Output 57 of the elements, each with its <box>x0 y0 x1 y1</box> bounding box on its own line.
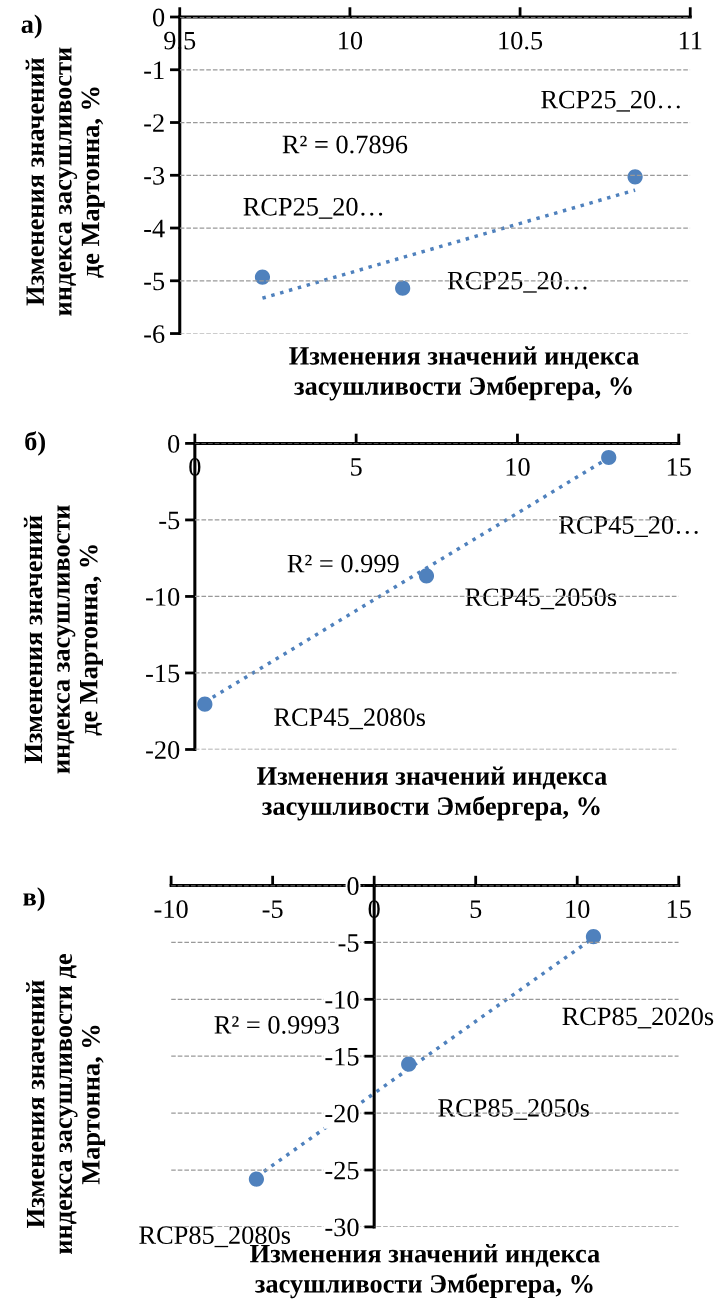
annotation: RCP25_20… <box>447 271 587 293</box>
annotation: R² = 0.999 <box>287 554 399 573</box>
point <box>254 269 271 285</box>
y-tick-label: -4 <box>144 219 165 238</box>
chart-title: в) <box>23 887 45 912</box>
x-tick-label: 5 <box>351 458 362 476</box>
annotation: RCP25_20… <box>541 90 680 112</box>
point <box>248 1171 265 1187</box>
y-tick-label: 0 <box>168 435 180 453</box>
y-tick-label: -20 <box>146 741 180 759</box>
chart-title: а) <box>21 14 42 39</box>
chart-title: б) <box>25 431 45 456</box>
annotation: RCP25_20… <box>243 197 383 219</box>
x-tick-label: 15 <box>667 458 691 476</box>
x-axis-title: Изменения значений индекса засушливости Эмбергера, % <box>289 346 640 401</box>
y-tick-label: -25 <box>325 1161 359 1180</box>
annotation: R² = 0.7896 <box>282 135 408 154</box>
annotation: RCP45_20… <box>559 516 698 538</box>
y-tick-label: -1 <box>144 61 164 79</box>
point <box>401 1056 417 1072</box>
point <box>601 449 617 466</box>
x-tick-label: 5 <box>470 900 482 918</box>
point <box>585 929 602 945</box>
y-tick-label: -2 <box>144 114 164 132</box>
annotation: RCP85_2050s <box>438 1098 590 1120</box>
point <box>627 169 643 185</box>
y-tick-label: -15 <box>325 1047 359 1066</box>
y-axis-title: Изменения значений индекса засушливости де Мартонна, % <box>25 47 105 316</box>
y-tick-label: -30 <box>325 1218 359 1237</box>
y-tick-label: -10 <box>325 990 359 1009</box>
x-tick-label: 10.5 <box>499 31 543 50</box>
x-tick-label: 15 <box>667 900 691 918</box>
annotation: RCP85_2020s <box>562 1007 714 1029</box>
y-tick-label: -5 <box>338 934 359 952</box>
y-tick-label: -5 <box>144 272 165 291</box>
x-tick-label: 10 <box>506 458 530 476</box>
y-axis-title: Изменения значений индекса засушливости де Мартонна, % <box>26 954 106 1254</box>
y-tick-label: -3 <box>144 166 165 185</box>
annotation: RCP45_2080s <box>274 708 425 730</box>
point <box>395 280 411 296</box>
point <box>197 696 213 712</box>
y-tick-label: 0 <box>347 877 359 895</box>
y-tick-label: -5 <box>159 511 180 530</box>
x-tick-label: 10 <box>339 31 363 50</box>
y-tick-label: 0 <box>152 8 165 27</box>
y-tick-label: -20 <box>325 1104 359 1123</box>
y-tick-label: -15 <box>146 664 180 683</box>
point <box>418 568 435 584</box>
y-tick-label: -10 <box>146 588 180 606</box>
annotation: RCP45_2050s <box>465 588 617 610</box>
x-tick-label: 11 <box>679 31 702 50</box>
y-tick-label: -6 <box>144 325 165 343</box>
annotation: R² = 0.9993 <box>214 1015 339 1034</box>
x-tick-label: 10 <box>566 900 590 918</box>
y-axis-title: Изменения значений индекса засушливости де Мартонна, % <box>23 505 103 774</box>
x-axis-title: Изменения значений индекса засушливости Эмбергера, % <box>257 766 607 821</box>
x-tick-label: -5 <box>262 900 283 918</box>
